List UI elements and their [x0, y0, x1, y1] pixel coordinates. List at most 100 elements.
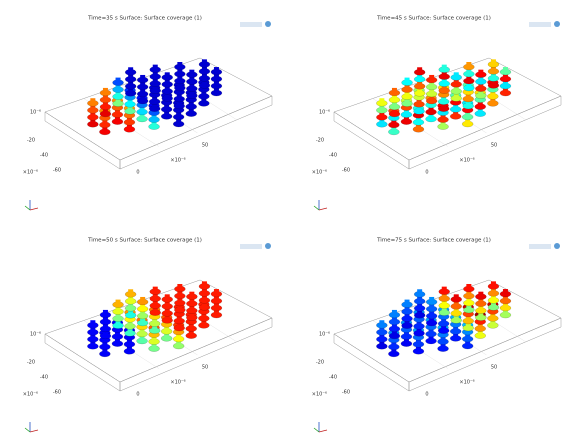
pillar-neck — [478, 70, 483, 74]
pillar-neck — [189, 292, 194, 296]
pillar-neck — [202, 281, 207, 285]
pillar-neck — [116, 300, 121, 304]
x-tick-label: 0 — [425, 392, 428, 398]
axis-triad — [314, 428, 319, 432]
pillar-neck — [153, 287, 158, 291]
pillar-neck — [379, 320, 384, 324]
x-tick-label: 50 — [202, 365, 208, 371]
pillar-neck — [165, 294, 170, 298]
axis-triad — [30, 208, 38, 210]
x-tick-label: 0 — [136, 392, 139, 398]
pillar-neck — [165, 72, 170, 76]
pillar-neck — [417, 289, 422, 293]
panel: Time=50 s Surface: Surface coverage (1) 1… — [23, 238, 272, 433]
pillar-neck — [442, 65, 447, 69]
axis-triad — [319, 208, 327, 210]
x-tick-label: 0 — [136, 170, 139, 176]
pillar-neck — [442, 287, 447, 291]
y-tick-label: -60 — [53, 390, 61, 396]
pillar-neck — [153, 65, 158, 69]
axis-triad — [25, 428, 30, 432]
panel-title: Time=75 s Surface: Surface coverage (1) — [376, 238, 491, 244]
z-exp: 10⁻⁶ — [30, 332, 41, 338]
pillar-neck — [379, 98, 384, 102]
y-tick-label: -40 — [40, 153, 48, 159]
logo-icon — [265, 21, 271, 27]
pillar-neck — [491, 59, 496, 63]
y-tick-label: -20 — [316, 360, 324, 366]
pillar-neck — [478, 292, 483, 296]
x-exp: ×10⁻⁶ — [459, 158, 474, 164]
pillar-neck — [466, 62, 471, 66]
pillar-neck — [140, 297, 145, 301]
pillar-neck — [392, 310, 397, 314]
z-exp: 10⁻⁶ — [30, 110, 41, 116]
panel-title: Time=50 s Surface: Surface coverage (1) — [87, 238, 202, 244]
axis-triad — [314, 206, 319, 210]
panel: Time=45 s Surface: Surface coverage (1) 1… — [312, 16, 561, 211]
pillar-neck — [466, 284, 471, 288]
pillar-neck — [116, 78, 121, 82]
pillar-neck — [417, 67, 422, 71]
pillar-neck — [90, 98, 95, 102]
pillar-neck — [429, 297, 434, 301]
logo — [240, 22, 262, 27]
axis-triad — [25, 206, 30, 210]
pillar-neck — [454, 294, 459, 298]
pillar-neck — [454, 72, 459, 76]
x-tick-label: 50 — [202, 143, 208, 149]
y-exp: ×10⁻⁶ — [312, 170, 327, 176]
x-tick-label: 50 — [491, 143, 497, 149]
x-tick-label: 0 — [425, 170, 428, 176]
pillar-neck — [140, 75, 145, 79]
y-exp: ×10⁻⁶ — [23, 392, 38, 398]
logo — [529, 22, 551, 27]
x-exp: ×10⁻⁶ — [459, 380, 474, 386]
pillar-neck — [177, 62, 182, 66]
y-exp: ×10⁻⁶ — [23, 170, 38, 176]
pillar-neck — [214, 67, 219, 71]
y-tick-label: -40 — [40, 375, 48, 381]
pillar-neck — [503, 67, 508, 71]
panel: Time=75 s Surface: Surface coverage (1) 1… — [312, 238, 561, 433]
pillar-neck — [405, 78, 410, 82]
y-exp: ×10⁻⁶ — [312, 392, 327, 398]
pillar-neck — [90, 320, 95, 324]
y-tick-label: -40 — [329, 375, 337, 381]
axis-triad — [319, 430, 327, 432]
x-tick-label: 50 — [491, 365, 497, 371]
panel-title: Time=45 s Surface: Surface coverage (1) — [376, 16, 491, 22]
pillar-neck — [491, 281, 496, 285]
pillar-neck — [214, 289, 219, 293]
y-tick-label: -20 — [27, 138, 35, 144]
x-exp: ×10⁻⁶ — [170, 380, 185, 386]
z-exp: 10⁻⁶ — [319, 332, 330, 338]
y-tick-label: -60 — [342, 168, 350, 174]
pillar-neck — [177, 284, 182, 288]
y-tick-label: -60 — [53, 168, 61, 174]
pillar-neck — [128, 289, 133, 293]
y-tick-label: -60 — [342, 390, 350, 396]
pillar-neck — [392, 88, 397, 92]
panel-title: Time=35 s Surface: Surface coverage (1) — [87, 16, 202, 22]
pillar-neck — [202, 59, 207, 63]
box-side — [334, 112, 409, 169]
pillar-neck — [405, 300, 410, 304]
box-side — [45, 334, 120, 391]
pillar-neck — [503, 289, 508, 293]
pillar-neck — [103, 88, 108, 92]
box-side — [45, 112, 120, 169]
pillar-neck — [103, 310, 108, 314]
figure: Time=35 s Surface: Surface coverage (1) 1… — [0, 0, 578, 444]
y-tick-label: -20 — [27, 360, 35, 366]
pillar-neck — [429, 75, 434, 79]
x-exp: ×10⁻⁶ — [170, 158, 185, 164]
logo-icon — [265, 243, 271, 249]
logo — [529, 244, 551, 249]
z-exp: 10⁻⁶ — [319, 110, 330, 116]
logo — [240, 244, 262, 249]
logo-icon — [554, 21, 560, 27]
axis-triad — [30, 430, 38, 432]
box-side — [334, 334, 409, 391]
panel: Time=35 s Surface: Surface coverage (1) 1… — [23, 16, 272, 211]
